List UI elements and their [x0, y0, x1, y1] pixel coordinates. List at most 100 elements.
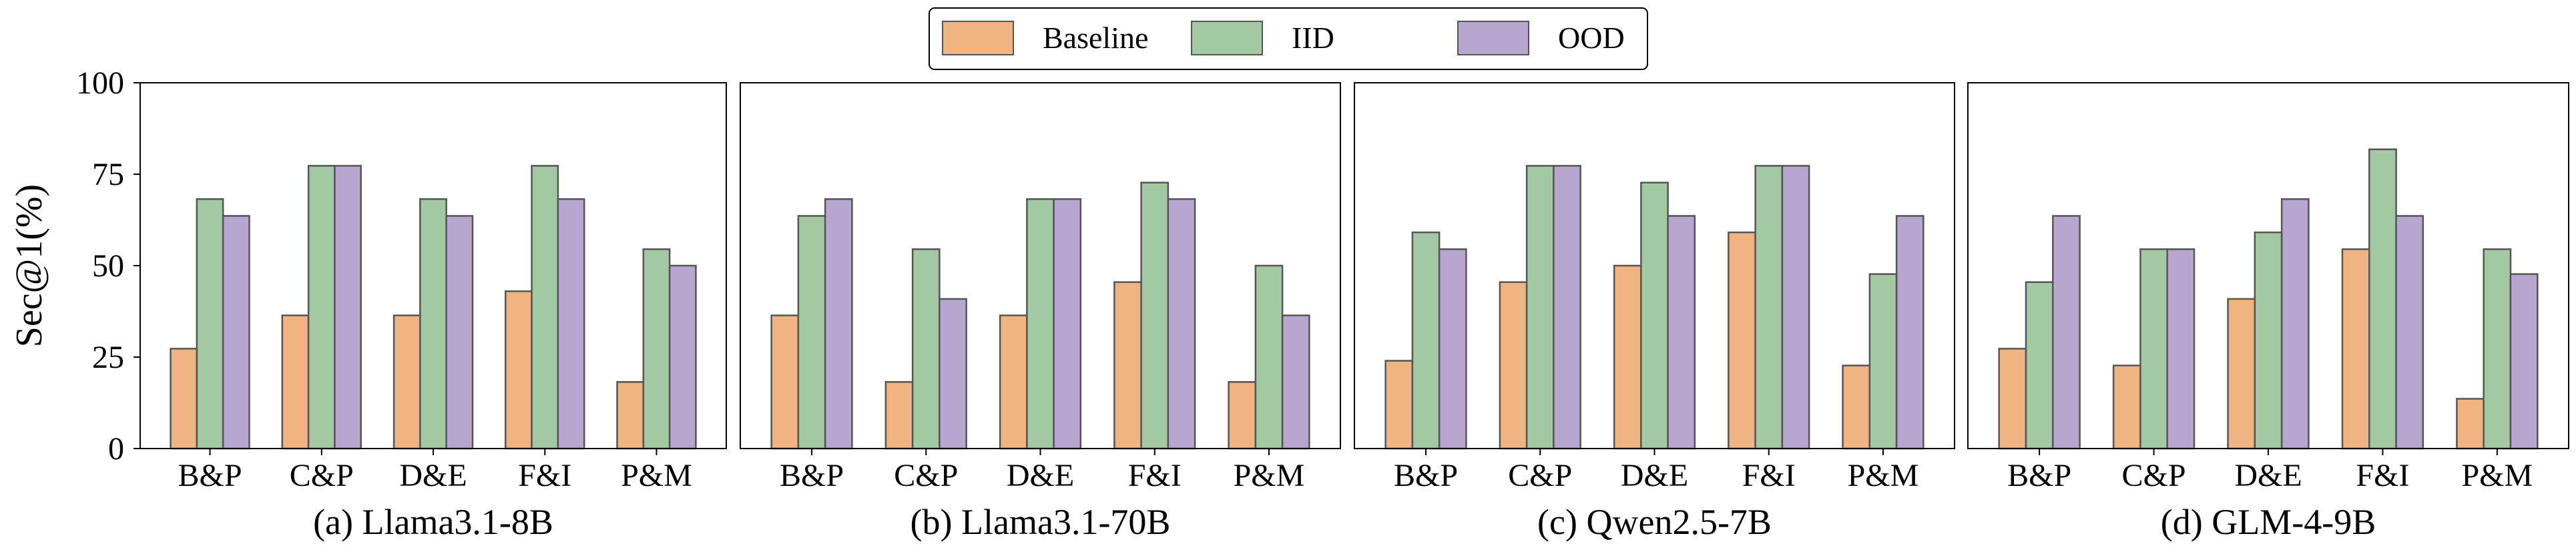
bar-iid-p-m — [2483, 248, 2512, 450]
bar-ood-f-i — [2395, 215, 2424, 450]
panel-title: (b) Llama3.1-70B — [911, 502, 1171, 542]
x-tick-label-d-e: D&E — [399, 458, 467, 493]
bar-baseline-b-p — [770, 314, 800, 450]
bar-ood-c-p — [334, 165, 362, 450]
x-tick-label-f-i: F&I — [1742, 458, 1796, 493]
bar-iid-b-p — [1411, 231, 1441, 450]
x-tick-label-p-m: P&M — [1848, 458, 1919, 493]
bar-ood-p-m — [2509, 273, 2539, 450]
x-tick-label-p-m: P&M — [1234, 458, 1305, 493]
panel-title: (c) Qwen2.5-7B — [1537, 502, 1772, 542]
bar-baseline-f-i — [505, 290, 533, 450]
legend-label-iid: IID — [1292, 21, 1334, 55]
bar-baseline-d-e — [2227, 298, 2256, 450]
x-tick-label-d-e: D&E — [1007, 458, 1074, 493]
y-axis-label: Sec@1(%) — [9, 184, 50, 347]
x-tick-label-f-i: F&I — [1128, 458, 1182, 493]
y-tick-label-75: 75 — [92, 157, 124, 192]
bar-iid-p-m — [1254, 264, 1284, 450]
bar-iid-b-p — [797, 215, 826, 450]
bar-baseline-c-p — [281, 314, 310, 450]
x-tick-label-d-e: D&E — [2234, 458, 2302, 493]
bar-ood-d-e — [445, 215, 474, 450]
bar-baseline-p-m — [2456, 398, 2485, 450]
panel-c-qwen2-5-7b: B&P C&P D&E F&I P&M (c) Qwen2.5-7B — [1354, 82, 1955, 542]
bar-baseline-b-p — [170, 348, 198, 450]
legend-swatch-baseline — [942, 21, 1014, 55]
bar-baseline-f-i — [1113, 281, 1142, 450]
bar-ood-c-p — [2166, 248, 2196, 450]
x-tick-label-f-i: F&I — [518, 458, 571, 493]
bar-iid-d-e — [419, 198, 447, 450]
legend-swatch-ood — [1457, 21, 1529, 55]
bar-ood-d-e — [2280, 198, 2310, 450]
bar-ood-b-p — [824, 198, 853, 450]
y-tick-label-25: 25 — [92, 340, 124, 375]
legend-frame — [929, 7, 1648, 70]
panel-d-glm-4-9b: B&P C&P D&E F&I P&M (d) GLM-4-9B — [1967, 82, 2569, 542]
bar-iid-b-p — [2025, 281, 2054, 450]
bar-ood-d-e — [1053, 198, 1082, 450]
panel-title: (a) Llama3.1-8B — [313, 502, 553, 542]
bar-baseline-c-p — [2112, 364, 2141, 450]
panel-title: (d) GLM-4-9B — [2161, 502, 2376, 542]
bar-iid-c-p — [1525, 165, 1555, 450]
y-tick-label-100: 100 — [76, 65, 124, 101]
bar-baseline-p-m — [1228, 381, 1257, 450]
bar-ood-d-e — [1667, 215, 1696, 450]
bar-ood-b-p — [1438, 248, 1467, 450]
x-tick-label-c-p: C&P — [290, 458, 354, 493]
bar-ood-c-p — [939, 298, 967, 450]
bar-ood-b-p — [222, 215, 250, 450]
bar-ood-f-i — [557, 198, 585, 450]
bar-ood-b-p — [2052, 215, 2081, 450]
bar-baseline-d-e — [1613, 264, 1642, 450]
x-tick-label-b-p: B&P — [1394, 458, 1458, 493]
bar-ood-p-m — [1281, 314, 1310, 450]
x-tick-label-c-p: C&P — [1508, 458, 1572, 493]
bar-ood-p-m — [1895, 215, 1924, 450]
bar-baseline-d-e — [999, 314, 1028, 450]
x-tick-label-b-p: B&P — [2007, 458, 2071, 493]
x-tick-label-d-e: D&E — [1621, 458, 1688, 493]
bar-baseline-p-m — [1842, 364, 1871, 450]
legend-label-baseline: Baseline — [1043, 21, 1148, 55]
x-tick-label-b-p: B&P — [178, 458, 242, 493]
x-tick-label-c-p: C&P — [894, 458, 958, 493]
bar-iid-f-i — [531, 165, 559, 450]
bar-ood-f-i — [1781, 165, 1810, 450]
bar-baseline-b-p — [1384, 360, 1414, 450]
x-tick-label-c-p: C&P — [2122, 458, 2186, 493]
y-tick-label-0: 0 — [108, 431, 124, 467]
x-tick-label-p-m: P&M — [621, 458, 692, 493]
bar-iid-f-i — [2368, 148, 2397, 450]
x-tick-label-f-i: F&I — [2356, 458, 2409, 493]
legend-label-ood: OOD — [1558, 21, 1625, 55]
bar-ood-c-p — [1553, 165, 1581, 450]
y-tick-label-50: 50 — [92, 248, 124, 284]
bar-iid-p-m — [1868, 273, 1898, 450]
bar-iid-p-m — [642, 248, 671, 450]
x-tick-label-b-p: B&P — [780, 458, 844, 493]
bar-iid-d-e — [1640, 182, 1669, 450]
panel-b-llama3-1-70b: B&P C&P D&E F&I P&M (b) Llama3.1-70B — [740, 82, 1341, 542]
bar-baseline-p-m — [616, 381, 645, 450]
x-tick-label-p-m: P&M — [2461, 458, 2533, 493]
bar-baseline-f-i — [2341, 248, 2370, 450]
legend: Baseline IID OOD — [929, 7, 1648, 70]
bar-baseline-b-p — [1998, 348, 2027, 450]
bar-iid-d-e — [2254, 231, 2283, 450]
bar-baseline-c-p — [884, 381, 914, 450]
bar-iid-c-p — [2139, 248, 2168, 450]
bar-baseline-f-i — [1728, 231, 1756, 450]
bar-iid-b-p — [196, 198, 224, 450]
bar-ood-f-i — [1167, 198, 1196, 450]
bar-iid-c-p — [307, 165, 336, 450]
panel-a-llama3-1-8b: B&P C&P D&E F&I P&M (a) Llama3.1-8B 0 25 50 75 100… — [9, 65, 727, 542]
bar-baseline-c-p — [1499, 281, 1528, 450]
bar-iid-f-i — [1140, 182, 1170, 450]
bar-baseline-d-e — [393, 314, 421, 450]
bar-ood-p-m — [668, 264, 697, 450]
bar-iid-c-p — [911, 248, 941, 450]
